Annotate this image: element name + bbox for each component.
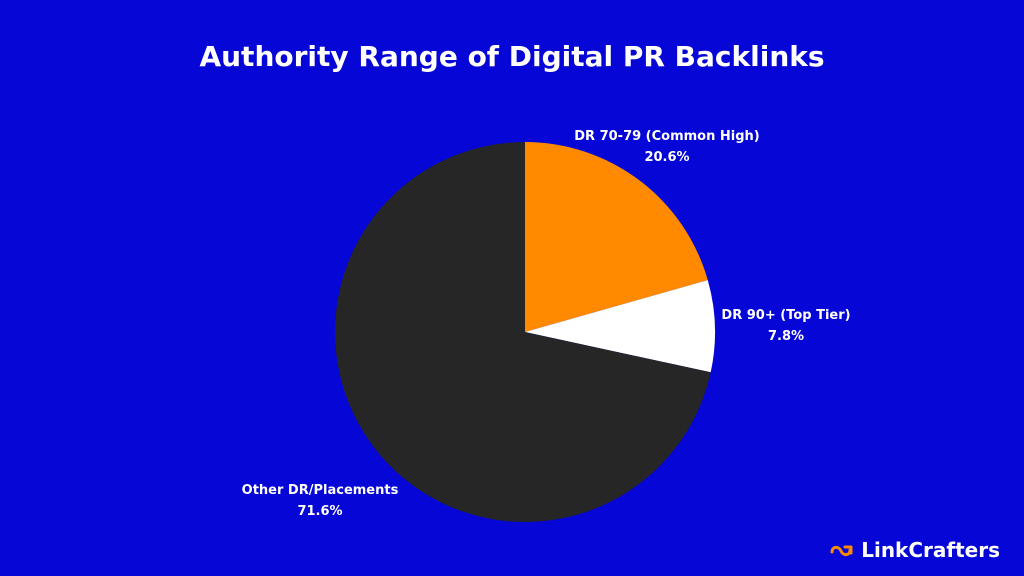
chart-title: Authority Range of Digital PR Backlinks (199, 40, 825, 73)
slice-label-dr-90-plus-value: 7.8% (767, 329, 805, 344)
link-icon (830, 545, 853, 557)
slice-label-dr-90-plus: DR 90+ (Top Tier) 7.8% (716, 305, 856, 347)
slice-label-other-name: Other DR/Placements (241, 483, 399, 498)
slice-label-dr-70-79-name: DR 70-79 (Common High) (574, 129, 760, 144)
slice-label-dr-70-79-value: 20.6% (644, 150, 690, 165)
slice-label-other: Other DR/Placements 71.6% (230, 480, 410, 522)
slice-label-other-value: 71.6% (297, 504, 343, 519)
slice-label-dr-70-79: DR 70-79 (Common High) 20.6% (572, 126, 762, 168)
pie-slice-dr-70-79 (525, 142, 708, 332)
pie-slice-dr-90-plus (525, 280, 716, 373)
brand-name: LinkCrafters (861, 538, 1000, 562)
brand-logo: LinkCrafters (829, 538, 1000, 562)
pie-slice-other (335, 142, 711, 522)
slice-label-dr-90-plus-name: DR 90+ (Top Tier) (721, 308, 851, 323)
